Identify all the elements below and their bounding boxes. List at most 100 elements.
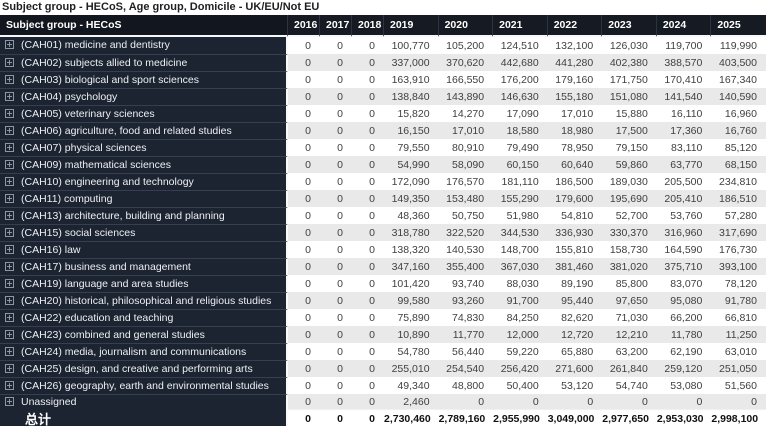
expand-plus-icon[interactable] <box>5 57 14 67</box>
value-cell: 442,680 <box>493 54 548 71</box>
row-label-cell[interactable]: (CAH22) education and teaching <box>0 309 288 326</box>
expand-plus-icon[interactable] <box>5 40 14 50</box>
expand-plus-icon[interactable] <box>5 244 14 254</box>
row-label-cell[interactable]: (CAH25) design, and creative and perform… <box>0 360 288 377</box>
expand-plus-icon[interactable] <box>5 227 14 237</box>
row-label-cell[interactable]: (CAH11) computing <box>0 190 288 207</box>
value-cell: 74,830 <box>438 309 494 326</box>
row-label-cell[interactable]: (CAH19) language and area studies <box>0 275 288 292</box>
expand-plus-icon[interactable] <box>5 125 14 135</box>
column-header-year[interactable]: 2022 <box>547 15 603 37</box>
table-row: (CAH16) law 0 0 0 138,320 140,530 148,700 155,8… <box>0 241 766 258</box>
value-cell: 158,730 <box>602 241 657 258</box>
value-cell: 0 <box>288 139 320 156</box>
value-cell: 54,990 <box>384 156 439 173</box>
value-cell: 95,080 <box>656 292 712 309</box>
total-value-cell: 0 <box>320 409 352 426</box>
column-header-subject-group[interactable]: Subject group - HECoS <box>0 15 288 37</box>
column-header-year[interactable]: 2025 <box>711 15 766 37</box>
value-cell: 0 <box>320 309 352 326</box>
expand-plus-icon[interactable] <box>5 380 14 390</box>
row-label-cell[interactable]: (CAH03) biological and sport sciences <box>0 71 288 88</box>
row-label: (CAH25) design, and creative and perform… <box>21 363 253 376</box>
value-cell: 101,420 <box>384 275 439 292</box>
row-label: (CAH15) social sciences <box>21 227 136 240</box>
row-label-cell[interactable]: (CAH10) engineering and technology <box>0 173 288 190</box>
value-cell: 151,080 <box>602 88 657 105</box>
page-title: Subject group - HECoS, Age group, Domici… <box>2 1 320 13</box>
value-cell: 170,410 <box>656 71 712 88</box>
value-cell: 337,000 <box>384 54 439 71</box>
value-cell: 93,740 <box>438 275 494 292</box>
total-value-cell: 2,789,160 <box>438 409 494 426</box>
row-label-cell[interactable]: (CAH06) agriculture, food and related st… <box>0 122 288 139</box>
value-cell: 189,030 <box>602 173 657 190</box>
expand-plus-icon[interactable] <box>5 261 14 271</box>
expand-plus-icon[interactable] <box>5 312 14 322</box>
value-cell: 99,580 <box>384 292 439 309</box>
value-cell: 0 <box>288 241 320 258</box>
row-label-cell[interactable]: (CAH07) physical sciences <box>0 139 288 156</box>
value-cell: 95,440 <box>547 292 603 309</box>
expand-plus-icon[interactable] <box>5 108 14 118</box>
expand-plus-icon[interactable] <box>5 363 14 373</box>
expand-plus-icon[interactable] <box>5 295 14 305</box>
row-label-cell[interactable]: (CAH02) subjects allied to medicine <box>0 54 288 71</box>
column-header-year[interactable]: 2016 <box>288 15 320 37</box>
column-header-year[interactable]: 2018 <box>352 15 384 37</box>
row-label-cell[interactable]: (CAH17) business and management <box>0 258 288 275</box>
value-cell: 63,770 <box>656 156 712 173</box>
value-cell: 181,110 <box>493 173 548 190</box>
expand-plus-icon[interactable] <box>5 210 14 220</box>
value-cell: 155,810 <box>547 241 603 258</box>
column-header-year[interactable]: 2017 <box>320 15 352 37</box>
value-cell: 124,510 <box>493 37 548 54</box>
row-label-cell[interactable]: (CAH26) geography, earth and environment… <box>0 377 288 394</box>
column-header-year[interactable]: 2023 <box>602 15 657 37</box>
expand-plus-icon[interactable] <box>5 329 14 339</box>
row-label: (CAH05) veterinary sciences <box>21 108 155 121</box>
value-cell: 0 <box>352 105 384 122</box>
value-cell: 0 <box>320 360 352 377</box>
column-header-year[interactable]: 2020 <box>438 15 494 37</box>
row-label-cell[interactable]: (CAH13) architecture, building and plann… <box>0 207 288 224</box>
row-label-cell[interactable]: (CAH05) veterinary sciences <box>0 105 288 122</box>
value-cell: 0 <box>288 343 320 360</box>
value-cell: 153,480 <box>438 190 494 207</box>
value-cell: 0 <box>288 326 320 343</box>
row-label-cell[interactable]: (CAH16) law <box>0 241 288 258</box>
column-header-year[interactable]: 2019 <box>384 15 439 37</box>
expand-plus-icon[interactable] <box>5 159 14 169</box>
expand-plus-icon[interactable] <box>5 142 14 152</box>
column-header-year[interactable]: 2021 <box>493 15 548 37</box>
value-cell: 17,010 <box>438 122 494 139</box>
column-header-year[interactable]: 2024 <box>656 15 712 37</box>
value-cell: 66,200 <box>656 309 712 326</box>
row-label: (CAH07) physical sciences <box>21 142 147 155</box>
row-label-cell[interactable]: Unassigned <box>0 394 288 410</box>
expand-plus-icon[interactable] <box>5 176 14 186</box>
value-cell: 83,070 <box>656 275 712 292</box>
row-label: (CAH01) medicine and dentistry <box>21 39 170 52</box>
row-label-cell[interactable]: (CAH24) media, journalism and communicat… <box>0 343 288 360</box>
row-label-cell[interactable]: (CAH15) social sciences <box>0 224 288 241</box>
expand-plus-icon[interactable] <box>5 397 14 406</box>
value-cell: 80,910 <box>438 139 494 156</box>
row-label-cell[interactable]: (CAH01) medicine and dentistry <box>0 37 288 54</box>
value-cell: 0 <box>352 122 384 139</box>
expand-plus-icon[interactable] <box>5 193 14 203</box>
expand-plus-icon[interactable] <box>5 278 14 288</box>
expand-plus-icon[interactable] <box>5 91 14 101</box>
row-label-cell[interactable]: (CAH04) psychology <box>0 88 288 105</box>
value-cell: 155,290 <box>493 190 548 207</box>
row-label: Unassigned <box>21 396 77 409</box>
row-label-cell[interactable]: (CAH20) historical, philosophical and re… <box>0 292 288 309</box>
row-label-cell[interactable]: (CAH23) combined and general studies <box>0 326 288 343</box>
table-row: (CAH03) biological and sport sciences 0 0 0… <box>0 71 766 88</box>
value-cell: 0 <box>320 88 352 105</box>
expand-plus-icon[interactable] <box>5 74 14 84</box>
expand-plus-icon[interactable] <box>5 346 14 356</box>
row-label-cell[interactable]: (CAH09) mathematical sciences <box>0 156 288 173</box>
value-cell: 119,990 <box>711 37 766 54</box>
value-cell: 53,120 <box>547 377 603 394</box>
